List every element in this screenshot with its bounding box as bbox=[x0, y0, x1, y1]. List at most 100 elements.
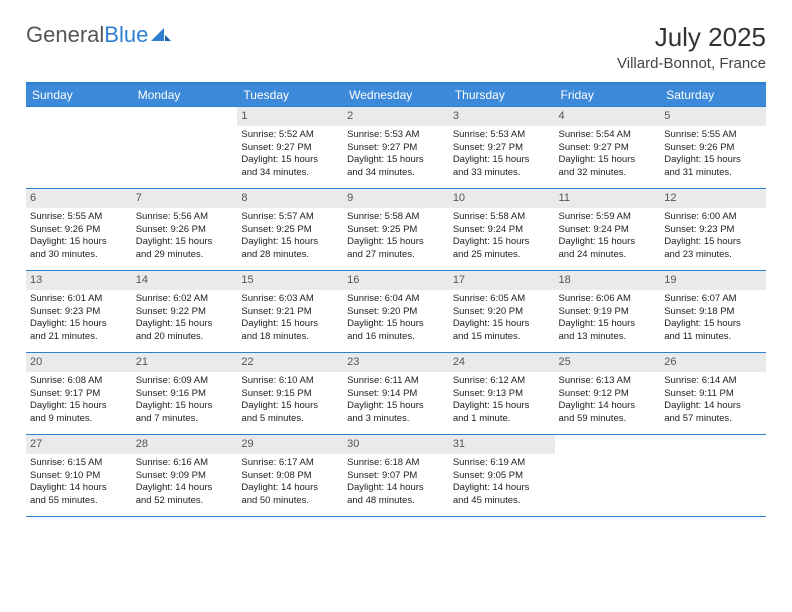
day-detail-line: Daylight: 15 hours bbox=[136, 236, 234, 249]
day-detail-line: Sunset: 9:23 PM bbox=[30, 306, 128, 319]
day-detail-line: Daylight: 15 hours bbox=[347, 154, 445, 167]
calendar-cell: 27Sunrise: 6:15 AMSunset: 9:10 PMDayligh… bbox=[26, 435, 132, 517]
day-number: 22 bbox=[237, 353, 343, 372]
day-detail-line: Sunrise: 6:16 AM bbox=[136, 457, 234, 470]
day-detail-line: Daylight: 15 hours bbox=[453, 236, 551, 249]
day-detail-line: and 33 minutes. bbox=[453, 167, 551, 180]
day-detail-line: and 9 minutes. bbox=[30, 413, 128, 426]
day-detail-line: Sunrise: 6:01 AM bbox=[30, 293, 128, 306]
day-detail-line: Sunrise: 6:06 AM bbox=[559, 293, 657, 306]
day-number bbox=[660, 435, 766, 454]
day-detail-line: Sunset: 9:27 PM bbox=[559, 142, 657, 155]
day-detail-line: Sunset: 9:26 PM bbox=[30, 224, 128, 237]
day-detail: Sunrise: 5:56 AMSunset: 9:26 PMDaylight:… bbox=[136, 211, 234, 262]
day-detail: Sunrise: 6:16 AMSunset: 9:09 PMDaylight:… bbox=[136, 457, 234, 508]
day-detail-line: Daylight: 15 hours bbox=[30, 400, 128, 413]
day-detail: Sunrise: 6:01 AMSunset: 9:23 PMDaylight:… bbox=[30, 293, 128, 344]
calendar-row: 1Sunrise: 5:52 AMSunset: 9:27 PMDaylight… bbox=[26, 107, 766, 189]
dow-monday: Monday bbox=[132, 84, 238, 107]
dow-tuesday: Tuesday bbox=[237, 84, 343, 107]
day-detail-line: Sunrise: 6:11 AM bbox=[347, 375, 445, 388]
day-detail-line: and 29 minutes. bbox=[136, 249, 234, 262]
day-detail-line: and 18 minutes. bbox=[241, 331, 339, 344]
dow-friday: Friday bbox=[555, 84, 661, 107]
day-detail-line: Daylight: 14 hours bbox=[347, 482, 445, 495]
day-detail-line: Sunset: 9:20 PM bbox=[347, 306, 445, 319]
day-detail-line: Daylight: 14 hours bbox=[664, 400, 762, 413]
calendar-cell: 5Sunrise: 5:55 AMSunset: 9:26 PMDaylight… bbox=[660, 107, 766, 189]
calendar-cell: 26Sunrise: 6:14 AMSunset: 9:11 PMDayligh… bbox=[660, 353, 766, 435]
day-number: 15 bbox=[237, 271, 343, 290]
day-detail-line: Sunset: 9:27 PM bbox=[453, 142, 551, 155]
day-detail-line: Sunrise: 6:19 AM bbox=[453, 457, 551, 470]
day-detail-line: Daylight: 15 hours bbox=[453, 400, 551, 413]
dow-wednesday: Wednesday bbox=[343, 84, 449, 107]
calendar-cell: 19Sunrise: 6:07 AMSunset: 9:18 PMDayligh… bbox=[660, 271, 766, 353]
day-detail-line: Sunrise: 5:53 AM bbox=[347, 129, 445, 142]
day-detail-line: Sunset: 9:25 PM bbox=[347, 224, 445, 237]
calendar-cell: 14Sunrise: 6:02 AMSunset: 9:22 PMDayligh… bbox=[132, 271, 238, 353]
day-detail-line: Sunset: 9:27 PM bbox=[347, 142, 445, 155]
day-detail-line: and 21 minutes. bbox=[30, 331, 128, 344]
day-number: 29 bbox=[237, 435, 343, 454]
calendar-cell: 21Sunrise: 6:09 AMSunset: 9:16 PMDayligh… bbox=[132, 353, 238, 435]
day-detail-line: Sunset: 9:16 PM bbox=[136, 388, 234, 401]
calendar-cell: 8Sunrise: 5:57 AMSunset: 9:25 PMDaylight… bbox=[237, 189, 343, 271]
brand-logo: GeneralBlue bbox=[26, 22, 172, 48]
day-detail-line: and 52 minutes. bbox=[136, 495, 234, 508]
day-detail: Sunrise: 6:12 AMSunset: 9:13 PMDaylight:… bbox=[453, 375, 551, 426]
calendar-cell: 6Sunrise: 5:55 AMSunset: 9:26 PMDaylight… bbox=[26, 189, 132, 271]
day-detail-line: Sunrise: 5:55 AM bbox=[664, 129, 762, 142]
day-number: 11 bbox=[555, 189, 661, 208]
day-number: 16 bbox=[343, 271, 449, 290]
location-label: Villard-Bonnot, France bbox=[617, 55, 766, 72]
day-detail-line: Sunset: 9:11 PM bbox=[664, 388, 762, 401]
day-detail-line: Sunrise: 5:53 AM bbox=[453, 129, 551, 142]
calendar-cell: 30Sunrise: 6:18 AMSunset: 9:07 PMDayligh… bbox=[343, 435, 449, 517]
day-detail: Sunrise: 5:52 AMSunset: 9:27 PMDaylight:… bbox=[241, 129, 339, 180]
day-detail-line: Daylight: 15 hours bbox=[241, 236, 339, 249]
day-detail: Sunrise: 6:00 AMSunset: 9:23 PMDaylight:… bbox=[664, 211, 762, 262]
day-detail-line: Daylight: 15 hours bbox=[136, 318, 234, 331]
calendar-row: 13Sunrise: 6:01 AMSunset: 9:23 PMDayligh… bbox=[26, 271, 766, 353]
day-detail-line: Sunset: 9:23 PM bbox=[664, 224, 762, 237]
day-detail: Sunrise: 5:55 AMSunset: 9:26 PMDaylight:… bbox=[664, 129, 762, 180]
calendar-cell: 2Sunrise: 5:53 AMSunset: 9:27 PMDaylight… bbox=[343, 107, 449, 189]
day-detail-line: and 57 minutes. bbox=[664, 413, 762, 426]
day-detail: Sunrise: 6:11 AMSunset: 9:14 PMDaylight:… bbox=[347, 375, 445, 426]
day-detail-line: and 1 minute. bbox=[453, 413, 551, 426]
day-detail-line: Sunrise: 6:18 AM bbox=[347, 457, 445, 470]
day-number: 25 bbox=[555, 353, 661, 372]
dow-row: Sunday Monday Tuesday Wednesday Thursday… bbox=[26, 84, 766, 107]
day-detail-line: Sunset: 9:13 PM bbox=[453, 388, 551, 401]
day-detail-line: Sunset: 9:15 PM bbox=[241, 388, 339, 401]
day-detail-line: Sunset: 9:24 PM bbox=[559, 224, 657, 237]
day-detail-line: and 27 minutes. bbox=[347, 249, 445, 262]
day-number: 30 bbox=[343, 435, 449, 454]
day-detail-line: Daylight: 15 hours bbox=[559, 236, 657, 249]
day-detail-line: Daylight: 15 hours bbox=[453, 154, 551, 167]
day-detail-line: and 25 minutes. bbox=[453, 249, 551, 262]
day-number bbox=[555, 435, 661, 454]
calendar-cell: 22Sunrise: 6:10 AMSunset: 9:15 PMDayligh… bbox=[237, 353, 343, 435]
day-detail-line: Sunrise: 6:13 AM bbox=[559, 375, 657, 388]
day-detail: Sunrise: 5:53 AMSunset: 9:27 PMDaylight:… bbox=[453, 129, 551, 180]
day-detail-line: Daylight: 15 hours bbox=[241, 318, 339, 331]
day-detail-line: Daylight: 15 hours bbox=[241, 154, 339, 167]
calendar-cell: 16Sunrise: 6:04 AMSunset: 9:20 PMDayligh… bbox=[343, 271, 449, 353]
day-detail-line: Sunrise: 6:07 AM bbox=[664, 293, 762, 306]
day-number: 4 bbox=[555, 107, 661, 126]
day-detail: Sunrise: 6:02 AMSunset: 9:22 PMDaylight:… bbox=[136, 293, 234, 344]
calendar-cell bbox=[26, 107, 132, 189]
day-detail-line: Sunrise: 5:52 AM bbox=[241, 129, 339, 142]
calendar-cell: 15Sunrise: 6:03 AMSunset: 9:21 PMDayligh… bbox=[237, 271, 343, 353]
day-detail-line: Sunset: 9:08 PM bbox=[241, 470, 339, 483]
day-detail: Sunrise: 6:06 AMSunset: 9:19 PMDaylight:… bbox=[559, 293, 657, 344]
day-detail: Sunrise: 5:58 AMSunset: 9:24 PMDaylight:… bbox=[453, 211, 551, 262]
day-detail-line: Daylight: 15 hours bbox=[241, 400, 339, 413]
day-detail-line: Sunset: 9:25 PM bbox=[241, 224, 339, 237]
calendar-cell: 18Sunrise: 6:06 AMSunset: 9:19 PMDayligh… bbox=[555, 271, 661, 353]
brand-part2: Blue bbox=[104, 22, 148, 48]
day-detail: Sunrise: 6:17 AMSunset: 9:08 PMDaylight:… bbox=[241, 457, 339, 508]
day-detail-line: Daylight: 15 hours bbox=[453, 318, 551, 331]
